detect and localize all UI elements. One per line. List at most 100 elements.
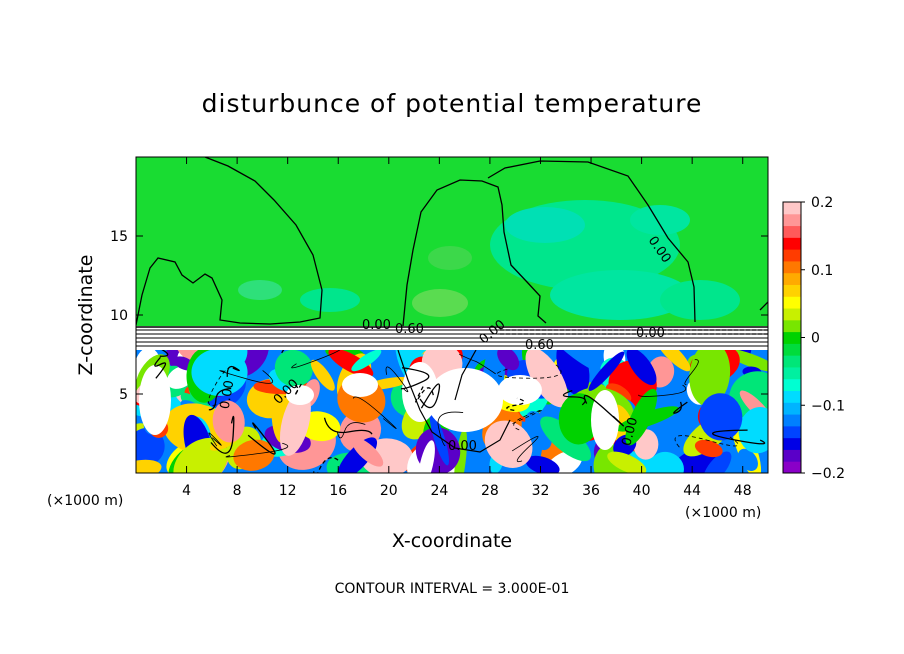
contour-label: 0.00 bbox=[448, 439, 477, 454]
field-white-core bbox=[498, 375, 542, 405]
colorbar-swatch bbox=[783, 296, 801, 309]
colorbar-tick-label: 0.1 bbox=[811, 263, 833, 279]
colorbar-swatch bbox=[783, 343, 801, 356]
field-blob bbox=[540, 416, 592, 462]
field-blob bbox=[418, 440, 435, 473]
upper-anomaly bbox=[660, 280, 740, 320]
colorbar-swatch bbox=[783, 319, 801, 333]
x-unit-left: (×1000 m) bbox=[47, 493, 123, 509]
field-contour bbox=[154, 356, 167, 379]
colorbar-swatch bbox=[783, 237, 801, 250]
field-blob bbox=[351, 350, 382, 372]
colorbar-swatch bbox=[783, 425, 801, 439]
upper-anomaly bbox=[300, 288, 360, 312]
field-contour bbox=[226, 365, 240, 377]
transition-contours bbox=[136, 329, 768, 347]
field-contour bbox=[159, 350, 169, 357]
y-axis-label: Z-coordinate bbox=[75, 255, 97, 376]
field-contour bbox=[496, 364, 562, 379]
field-white-core bbox=[286, 385, 314, 405]
field-contour bbox=[336, 422, 366, 439]
contour-label: 0.00 bbox=[619, 416, 641, 448]
colorbar-tick-label: −0.1 bbox=[811, 398, 845, 414]
field-blob bbox=[703, 451, 732, 473]
colorbar-tick-label: −0.2 bbox=[811, 466, 845, 482]
contour-label: 0.60 bbox=[395, 322, 424, 337]
field-contour bbox=[247, 422, 276, 455]
x-tick-label: 36 bbox=[582, 483, 600, 499]
x-tick-label: 24 bbox=[430, 483, 448, 499]
colorbar-swatch bbox=[783, 390, 801, 403]
field-blob bbox=[558, 393, 600, 445]
field-contour bbox=[684, 359, 699, 385]
y-tick-label: 5 bbox=[119, 387, 128, 403]
colorbar-swatch bbox=[783, 402, 801, 415]
field-blob bbox=[655, 350, 691, 372]
chart-title: disturbunce of potential temperature bbox=[202, 89, 703, 118]
colorbar-swatch bbox=[783, 284, 801, 297]
field-contour bbox=[511, 436, 539, 463]
field-contour bbox=[400, 367, 430, 390]
field-contour bbox=[225, 442, 289, 458]
lower-turbulent-field bbox=[136, 350, 768, 473]
field-blob bbox=[588, 351, 625, 391]
x-unit-right: (×1000 m) bbox=[685, 505, 761, 521]
contour-zero-line bbox=[487, 160, 696, 323]
upper-anomaly bbox=[428, 246, 472, 270]
x-tick-label: 16 bbox=[329, 483, 347, 499]
colorbar-swatch bbox=[783, 461, 801, 474]
field-contour bbox=[712, 429, 766, 445]
field-contour bbox=[419, 383, 441, 409]
field-blob bbox=[650, 451, 684, 473]
field-contour bbox=[208, 432, 222, 447]
field-white-core bbox=[591, 390, 619, 450]
field-blob bbox=[279, 389, 311, 456]
field-blob bbox=[551, 350, 601, 372]
field-contour bbox=[323, 417, 373, 435]
colorbar-swatch bbox=[783, 308, 801, 321]
field-contour bbox=[674, 435, 739, 448]
x-tick-label: 40 bbox=[633, 483, 651, 499]
colorbar-swatch bbox=[783, 249, 801, 262]
field-contour bbox=[219, 370, 274, 384]
upper-anomaly bbox=[412, 289, 468, 317]
x-tick-label: 20 bbox=[380, 483, 398, 499]
field-blob bbox=[625, 388, 658, 446]
field-contour bbox=[459, 353, 496, 375]
colorbar-swatch bbox=[783, 202, 801, 215]
colorbar-tick-label: 0 bbox=[811, 331, 820, 347]
field-blob bbox=[453, 428, 468, 473]
field-blob bbox=[689, 350, 731, 407]
colorbar-swatch bbox=[783, 366, 801, 380]
field-blob bbox=[429, 411, 449, 466]
upper-anomaly bbox=[550, 270, 690, 320]
field-blob bbox=[212, 400, 245, 443]
contour-label: 0.60 bbox=[525, 338, 554, 353]
field-contour bbox=[673, 401, 688, 414]
colorbar-swatch bbox=[783, 449, 801, 462]
contour-label: 0.00 bbox=[362, 318, 391, 333]
colorbar-swatch bbox=[783, 378, 801, 392]
field-white-core bbox=[139, 365, 171, 435]
colorbar-tick-label: 0.2 bbox=[811, 195, 833, 211]
colorbar-swatch bbox=[783, 272, 801, 285]
field-contour bbox=[352, 396, 397, 429]
x-tick-label: 28 bbox=[481, 483, 499, 499]
field-contour bbox=[312, 457, 339, 473]
field-blob bbox=[737, 448, 758, 472]
y-tick-label: 15 bbox=[110, 229, 128, 245]
field-white-core bbox=[342, 373, 378, 397]
contour-zero-line bbox=[136, 157, 323, 326]
field-contour bbox=[509, 409, 543, 431]
field-contour bbox=[415, 384, 434, 403]
field-blob bbox=[626, 350, 657, 386]
field-blob bbox=[328, 350, 374, 378]
x-tick-label: 32 bbox=[532, 483, 550, 499]
colorbar-swatch bbox=[783, 355, 801, 368]
upper-anomaly bbox=[630, 205, 690, 235]
field-contour bbox=[291, 383, 302, 396]
field-contour bbox=[506, 397, 525, 412]
x-axis: 4 8 12 16 20 24 28 32 36 40 44 48 bbox=[182, 157, 752, 499]
plot-field: 0.00 0.00 0.00 0.00 0.00 0.00 0.60 0.60 … bbox=[136, 157, 768, 473]
